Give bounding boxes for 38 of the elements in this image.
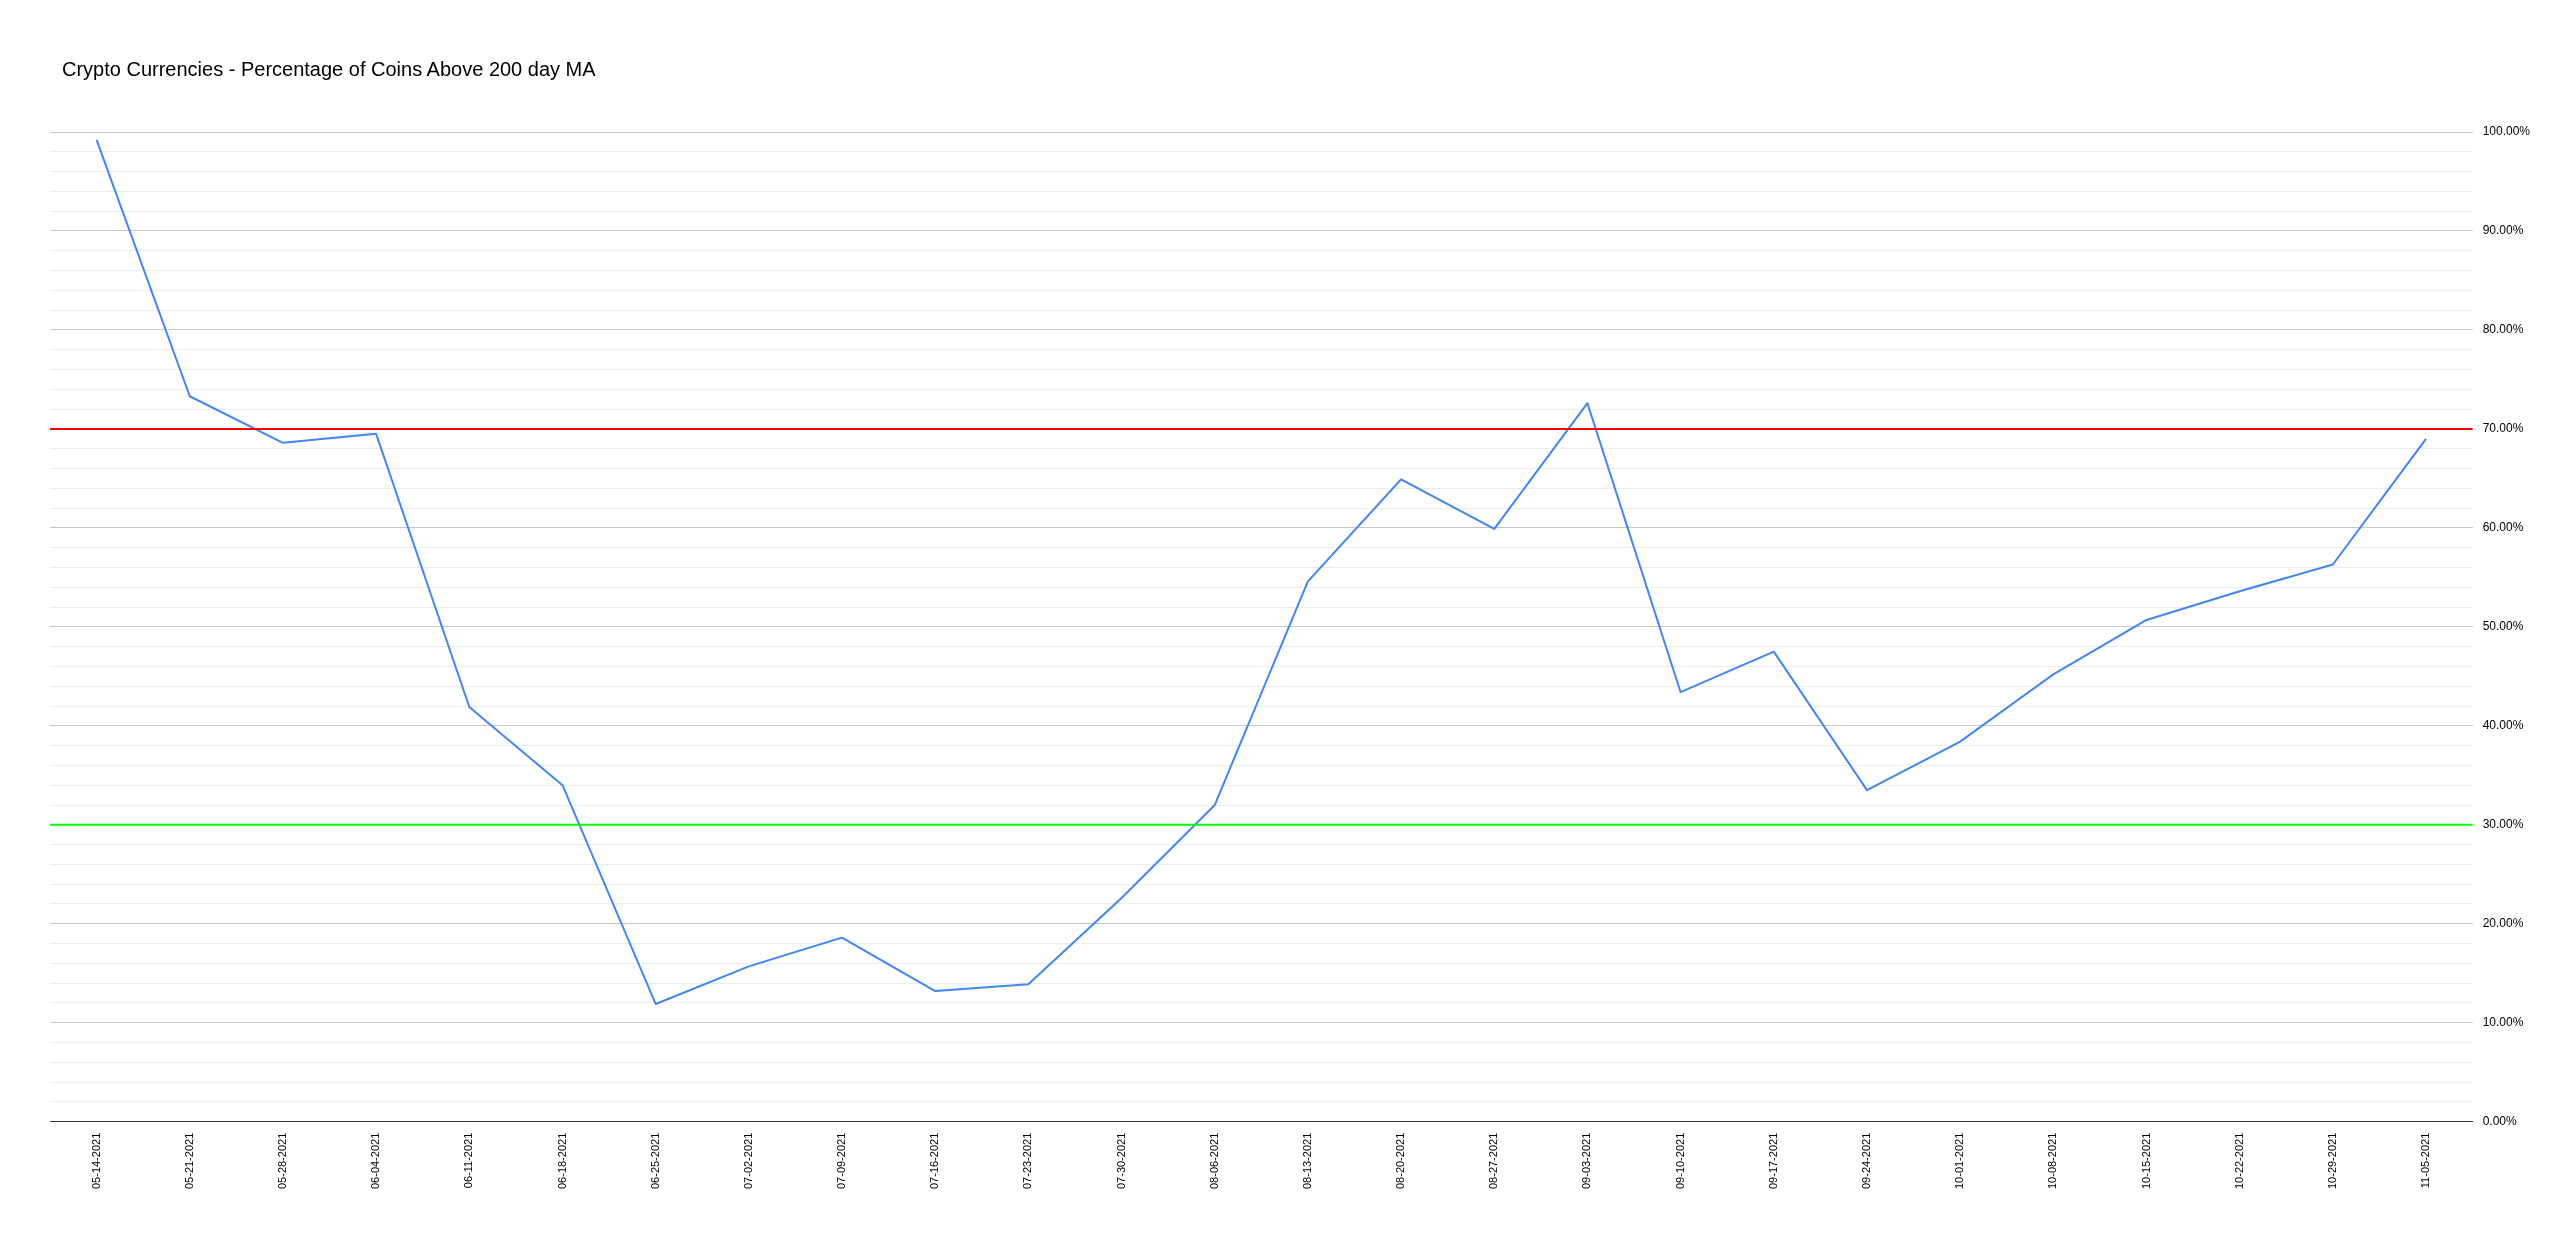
y-tick-label: 10.00%	[2482, 1015, 2524, 1030]
chart-title: Crypto Currencies - Percentage of Coins Above 200 day MA	[62, 58, 596, 81]
y-tick-label: 30.00%	[2482, 817, 2524, 832]
x-tick-label: 09-03-2021	[1580, 1132, 1593, 1190]
x-tick-label: 09-17-2021	[1766, 1132, 1779, 1190]
y-tick-label: 20.00%	[2482, 916, 2524, 931]
y-tick-label: 40.00%	[2482, 718, 2524, 733]
x-tick-label: 10-22-2021	[2232, 1132, 2245, 1190]
x-tick-label: 10-01-2021	[1953, 1132, 1966, 1190]
x-tick-label: 08-27-2021	[1487, 1132, 1500, 1190]
x-tick-label: 08-06-2021	[1207, 1132, 1220, 1190]
y-tick-label: 90.00%	[2482, 223, 2524, 238]
x-tick-label: 10-08-2021	[2046, 1132, 2059, 1190]
x-tick-label: 07-23-2021	[1021, 1132, 1034, 1190]
y-tick-label: 70.00%	[2482, 421, 2524, 436]
x-tick-label: 10-29-2021	[2325, 1132, 2338, 1190]
x-tick-label: 09-10-2021	[1673, 1132, 1686, 1190]
x-tick-label: 06-04-2021	[369, 1132, 382, 1190]
y-tick-label: 50.00%	[2482, 619, 2524, 634]
x-tick-label: 07-09-2021	[835, 1132, 848, 1190]
x-tick-label: 07-16-2021	[928, 1132, 941, 1190]
x-tick-label: 05-14-2021	[89, 1132, 102, 1190]
x-tick-label: 05-21-2021	[182, 1132, 195, 1190]
x-tick-label: 06-25-2021	[648, 1132, 661, 1190]
x-tick-label: 09-24-2021	[1860, 1132, 1872, 1190]
x-tick-label: 05-28-2021	[275, 1132, 288, 1190]
x-tick-label: 06-18-2021	[555, 1132, 568, 1190]
x-tick-label: 08-20-2021	[1394, 1132, 1407, 1190]
x-tick-label: 07-30-2021	[1114, 1132, 1127, 1190]
y-tick-label: 60.00%	[2482, 520, 2524, 535]
x-tick-label: 11-05-2021	[2419, 1132, 2432, 1189]
x-tick-label: 07-02-2021	[741, 1132, 754, 1190]
x-tick-label: 08-13-2021	[1300, 1132, 1313, 1190]
y-tick-label: 100.00%	[2482, 124, 2531, 139]
y-tick-label: 80.00%	[2482, 322, 2524, 337]
y-tick-label: 0.00%	[2482, 1114, 2517, 1129]
x-tick-label: 10-15-2021	[2139, 1132, 2152, 1190]
x-tick-label: 06-11-2021	[462, 1132, 475, 1189]
